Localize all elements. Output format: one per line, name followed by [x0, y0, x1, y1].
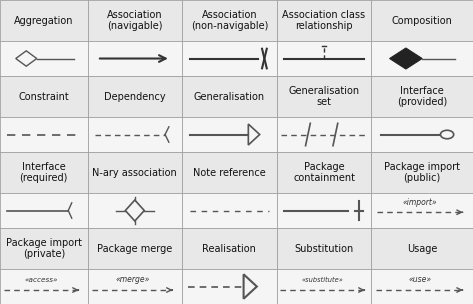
Bar: [182, 269, 277, 304]
Text: Package merge: Package merge: [97, 244, 173, 254]
Text: Association class
relationship: Association class relationship: [282, 10, 366, 31]
Text: Association
(navigable): Association (navigable): [107, 10, 163, 31]
Text: Constraint: Constraint: [18, 92, 69, 102]
Bar: [277, 41, 371, 76]
Bar: [182, 193, 277, 228]
Bar: [277, 152, 371, 193]
Text: «access»: «access»: [25, 277, 58, 282]
Text: Note reference: Note reference: [193, 168, 266, 178]
Text: «substitute»: «substitute»: [301, 277, 343, 282]
Bar: [0, 269, 88, 304]
Text: Dependency: Dependency: [104, 92, 166, 102]
Bar: [88, 0, 182, 41]
Bar: [371, 152, 473, 193]
Bar: [0, 117, 88, 152]
Text: Interface
(required): Interface (required): [19, 162, 68, 183]
Text: Association
(non-navigable): Association (non-navigable): [191, 10, 268, 31]
Text: Generalisation
set: Generalisation set: [289, 86, 359, 107]
Text: Aggregation: Aggregation: [14, 16, 73, 26]
Bar: [0, 41, 88, 76]
Bar: [182, 152, 277, 193]
Bar: [371, 76, 473, 117]
Bar: [0, 0, 88, 41]
Text: Realisation: Realisation: [202, 244, 256, 254]
Bar: [371, 193, 473, 228]
Bar: [88, 41, 182, 76]
Bar: [371, 41, 473, 76]
Bar: [277, 76, 371, 117]
Bar: [182, 0, 277, 41]
Polygon shape: [390, 48, 422, 69]
Bar: [277, 228, 371, 269]
Bar: [0, 193, 88, 228]
Text: Package
containment: Package containment: [293, 162, 355, 183]
Text: «use»: «use»: [408, 275, 431, 284]
Bar: [182, 76, 277, 117]
Text: Substitution: Substitution: [294, 244, 354, 254]
Text: «merge»: «merge»: [115, 275, 149, 284]
Bar: [371, 0, 473, 41]
Bar: [0, 228, 88, 269]
Bar: [277, 0, 371, 41]
Bar: [371, 117, 473, 152]
Bar: [277, 117, 371, 152]
Bar: [182, 228, 277, 269]
Bar: [277, 193, 371, 228]
Text: Generalisation: Generalisation: [194, 92, 265, 102]
Bar: [88, 152, 182, 193]
Bar: [371, 228, 473, 269]
Bar: [182, 41, 277, 76]
Bar: [88, 269, 182, 304]
Text: N-ary association: N-ary association: [92, 168, 177, 178]
Bar: [88, 117, 182, 152]
Text: Interface
(provided): Interface (provided): [397, 86, 447, 107]
Bar: [277, 269, 371, 304]
Bar: [0, 76, 88, 117]
Bar: [88, 76, 182, 117]
Bar: [0, 152, 88, 193]
Bar: [371, 269, 473, 304]
Text: Package import
(public): Package import (public): [384, 162, 460, 183]
Text: «import»: «import»: [403, 198, 438, 207]
Text: Package import
(private): Package import (private): [6, 238, 82, 259]
Text: Composition: Composition: [392, 16, 453, 26]
Text: Usage: Usage: [407, 244, 438, 254]
Bar: [88, 193, 182, 228]
Bar: [88, 228, 182, 269]
Bar: [182, 117, 277, 152]
